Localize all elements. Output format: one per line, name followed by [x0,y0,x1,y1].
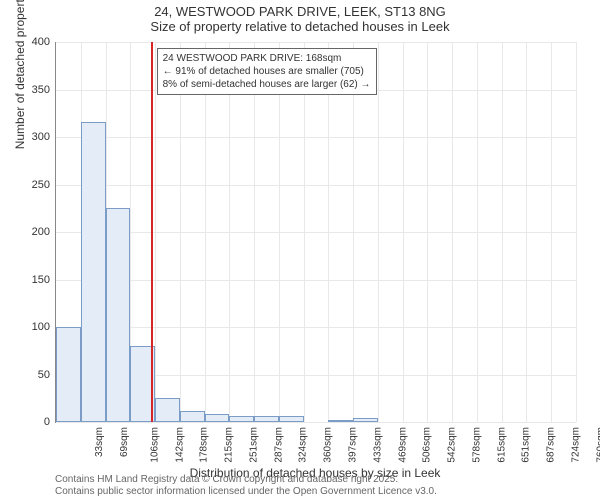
xtick-label: 615sqm [496,427,507,463]
gridline-vertical [526,42,527,422]
xtick-label: 651sqm [521,427,532,463]
gridline-vertical [353,42,354,422]
xtick-label: 687sqm [546,427,557,463]
histogram-bar [81,122,106,422]
histogram-bar [180,411,205,422]
xtick-label: 106sqm [149,427,160,463]
xtick-label: 69sqm [119,427,130,457]
ytick-label: 0 [15,416,50,428]
xtick-label: 251sqm [249,427,260,463]
histogram-bar [205,414,230,422]
xtick-label: 760sqm [595,427,600,463]
gridline-vertical [229,42,230,422]
gridline-vertical [279,42,280,422]
xtick-label: 324sqm [298,427,309,463]
gridline-vertical [403,42,404,422]
xtick-label: 506sqm [422,427,433,463]
xtick-label: 142sqm [174,427,185,463]
gridline-horizontal [56,327,576,328]
gridline-vertical [328,42,329,422]
title-line-2: Size of property relative to detached ho… [0,19,600,34]
xtick-label: 287sqm [273,427,284,463]
ytick-label: 100 [15,321,50,333]
title-line-1: 24, WESTWOOD PARK DRIVE, LEEK, ST13 8NG [0,0,600,19]
gridline-vertical [551,42,552,422]
annotation-line: 8% of semi-detached houses are larger (6… [163,78,371,91]
ytick-label: 350 [15,84,50,96]
histogram-bar [279,416,304,422]
footer-line-1: Contains HM Land Registry data © Crown c… [55,474,437,486]
histogram-bar [106,208,131,422]
gridline-vertical [427,42,428,422]
annotation-line: 24 WESTWOOD PARK DRIVE: 168sqm [163,52,371,65]
ytick-label: 400 [15,36,50,48]
gridline-horizontal [56,42,576,43]
xtick-label: 578sqm [471,427,482,463]
gridline-horizontal [56,232,576,233]
ytick-label: 200 [15,226,50,238]
plot-region: 05010015020025030035040033sqm69sqm106sqm… [55,42,576,423]
gridline-horizontal [56,280,576,281]
xtick-label: 33sqm [94,427,105,457]
gridline-horizontal [56,137,576,138]
gridline-vertical [452,42,453,422]
xtick-label: 724sqm [570,427,581,463]
ytick-label: 50 [15,369,50,381]
ytick-label: 300 [15,131,50,143]
annotation-line: ← 91% of detached houses are smaller (70… [163,65,371,78]
annotation-box: 24 WESTWOOD PARK DRIVE: 168sqm← 91% of d… [157,48,377,95]
gridline-vertical [477,42,478,422]
reference-line [151,42,153,422]
gridline-vertical [155,42,156,422]
histogram-bar [229,416,254,422]
gridline-vertical [304,42,305,422]
gridline-vertical [502,42,503,422]
chart-area: Number of detached properties 0501001502… [55,42,575,422]
histogram-bar [56,327,81,422]
ytick-label: 150 [15,274,50,286]
xtick-label: 178sqm [199,427,210,463]
gridline-vertical [205,42,206,422]
chart-container: 24, WESTWOOD PARK DRIVE, LEEK, ST13 8NG … [0,0,600,500]
ytick-label: 250 [15,179,50,191]
gridline-vertical [254,42,255,422]
footer-attribution: Contains HM Land Registry data © Crown c… [55,474,437,498]
xtick-label: 433sqm [372,427,383,463]
gridline-vertical [378,42,379,422]
gridline-vertical [180,42,181,422]
gridline-horizontal [56,185,576,186]
xtick-label: 397sqm [348,427,359,463]
histogram-bar [155,398,180,422]
footer-line-2: Contains public sector information licen… [55,486,437,498]
histogram-bar [254,416,279,422]
histogram-bar [353,418,378,422]
xtick-label: 542sqm [447,427,458,463]
y-axis-label: Number of detached properties [13,0,27,149]
gridline-vertical [576,42,577,422]
xtick-label: 469sqm [397,427,408,463]
gridline-horizontal [56,422,576,423]
xtick-label: 215sqm [224,427,235,463]
histogram-bar [328,420,353,422]
xtick-label: 360sqm [323,427,334,463]
